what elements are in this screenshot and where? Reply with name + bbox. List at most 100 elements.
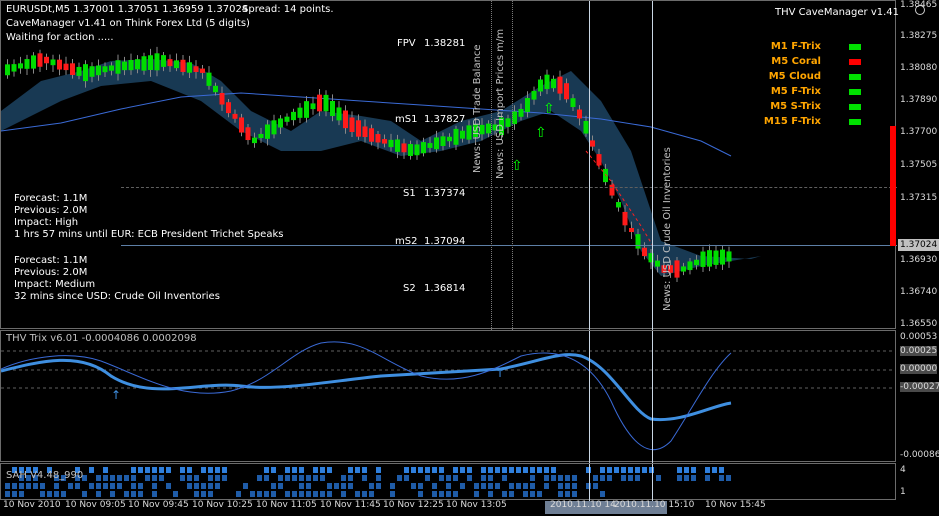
trix-panel[interactable]: ↑ ↑ THV Trix v6.01 -0.0004086 0.0002098 — [0, 330, 896, 463]
sah-cell — [292, 491, 297, 497]
current-price-line — [121, 245, 897, 246]
sah-cell — [453, 467, 458, 473]
sah-cell — [159, 467, 164, 473]
price-tick: 1.37505 — [900, 160, 938, 170]
candle — [395, 139, 400, 152]
candle — [603, 168, 608, 183]
sah-cell — [607, 467, 612, 473]
candle — [713, 250, 719, 265]
sah-cell — [586, 467, 591, 473]
sah-cell — [243, 483, 248, 489]
sah-cell — [369, 491, 374, 497]
svg-text:↑: ↑ — [495, 366, 505, 380]
trix-tick: 0.00053 — [900, 332, 938, 342]
symbol-info: EURUSDt,M5 1.37001 1.37051 1.36959 1.370… — [6, 4, 249, 15]
candle — [174, 60, 179, 69]
signal-indicator — [849, 59, 861, 65]
sah-cell — [355, 467, 360, 473]
sah-cell — [173, 491, 178, 497]
sah-cell — [96, 483, 101, 489]
date-tick: 2010.11.10 15:10 — [614, 500, 695, 510]
candle — [96, 65, 101, 76]
candlestick-chart[interactable]: ⇧ ⇧ ⇧ — [1, 1, 895, 328]
tf-label: M15 F-Trix — [763, 116, 821, 127]
sah-cell — [26, 467, 31, 473]
sah-panel[interactable]: SAH V4.48_990 — [0, 463, 896, 501]
sah-cell — [439, 467, 444, 473]
price-axis[interactable]: 1.38465 1.38275 1.38080 1.37890 1.37700 … — [896, 0, 939, 329]
sah-cell — [516, 483, 521, 489]
sah-cell — [649, 467, 654, 473]
sah-cell — [425, 467, 430, 473]
news-line-2 — [512, 1, 513, 330]
level-s1-value: 1.37374 — [424, 188, 466, 199]
sah-cell — [516, 467, 521, 473]
candle — [213, 85, 218, 93]
candle — [70, 63, 75, 75]
price-tick: 1.36740 — [900, 287, 938, 297]
candle — [635, 234, 641, 249]
sah-cell — [502, 467, 507, 473]
sah-cell — [19, 483, 24, 489]
sah-cell — [691, 475, 696, 481]
candle — [252, 137, 257, 144]
sah-cell — [418, 483, 423, 489]
sah-cell — [54, 475, 59, 481]
sah-cell — [271, 483, 276, 489]
tf-label: M1 F-Trix — [770, 41, 821, 52]
sah-cell — [446, 483, 451, 489]
candle — [466, 125, 472, 140]
candle — [154, 53, 160, 71]
price-chart-panel[interactable]: ⇧ ⇧ ⇧ EURUSDt,M5 1.37001 1.37051 1.36959… — [0, 0, 925, 330]
sah-cell — [131, 491, 136, 497]
candle — [278, 118, 283, 128]
sah-cell — [96, 491, 101, 497]
tf-row-m5-ftrix: M5 F-Trix — [741, 86, 871, 101]
candle — [551, 78, 556, 89]
candle — [538, 79, 543, 92]
sah-cell — [600, 475, 605, 481]
sah-cell — [61, 475, 66, 481]
sah-cell — [502, 475, 507, 481]
date-highlight — [545, 501, 667, 514]
sah-cell — [439, 491, 444, 497]
candle — [616, 202, 621, 208]
candle — [577, 109, 582, 119]
date-tick: 10 Nov 10:25 — [192, 500, 253, 510]
sah-cell — [565, 475, 570, 481]
date-tick: 10 Nov 11:05 — [256, 500, 317, 510]
news2-previous: Previous: 2.0M — [14, 267, 88, 278]
news1-impact: Impact: High — [14, 217, 79, 228]
trix-title: THV Trix v6.01 -0.0004086 0.0002098 — [6, 333, 197, 344]
sah-cell — [117, 475, 122, 481]
candle — [232, 113, 238, 119]
sah-cell — [495, 483, 500, 489]
level-s2-label: S2 — [403, 283, 416, 294]
candle — [245, 127, 251, 141]
sah-cell — [82, 475, 87, 481]
sah-cell — [54, 491, 59, 497]
sah-cell — [551, 475, 556, 481]
sah-cell — [299, 475, 304, 481]
sah-cell — [26, 483, 31, 489]
sah-cell — [40, 491, 45, 497]
sah-cell — [152, 467, 157, 473]
sah-cell — [621, 467, 626, 473]
tf-label: M5 S-Trix — [770, 101, 821, 112]
sah-cell — [600, 491, 605, 497]
candle — [473, 124, 478, 138]
sah-cell — [425, 475, 430, 481]
sah-cell — [341, 491, 346, 497]
price-tick: 1.37700 — [900, 127, 938, 137]
candle — [180, 59, 186, 72]
sah-cell — [432, 467, 437, 473]
sah-cell — [348, 483, 353, 489]
sah-cell — [110, 491, 115, 497]
sah-cell — [292, 467, 297, 473]
sah-cell — [502, 491, 507, 497]
sah-title: SAH V4.48_990 — [6, 470, 84, 481]
level-ms2-value: 1.37094 — [424, 236, 466, 247]
tf-label: M5 F-Trix — [770, 86, 821, 97]
sah-cell — [131, 483, 136, 489]
candle — [356, 120, 361, 137]
